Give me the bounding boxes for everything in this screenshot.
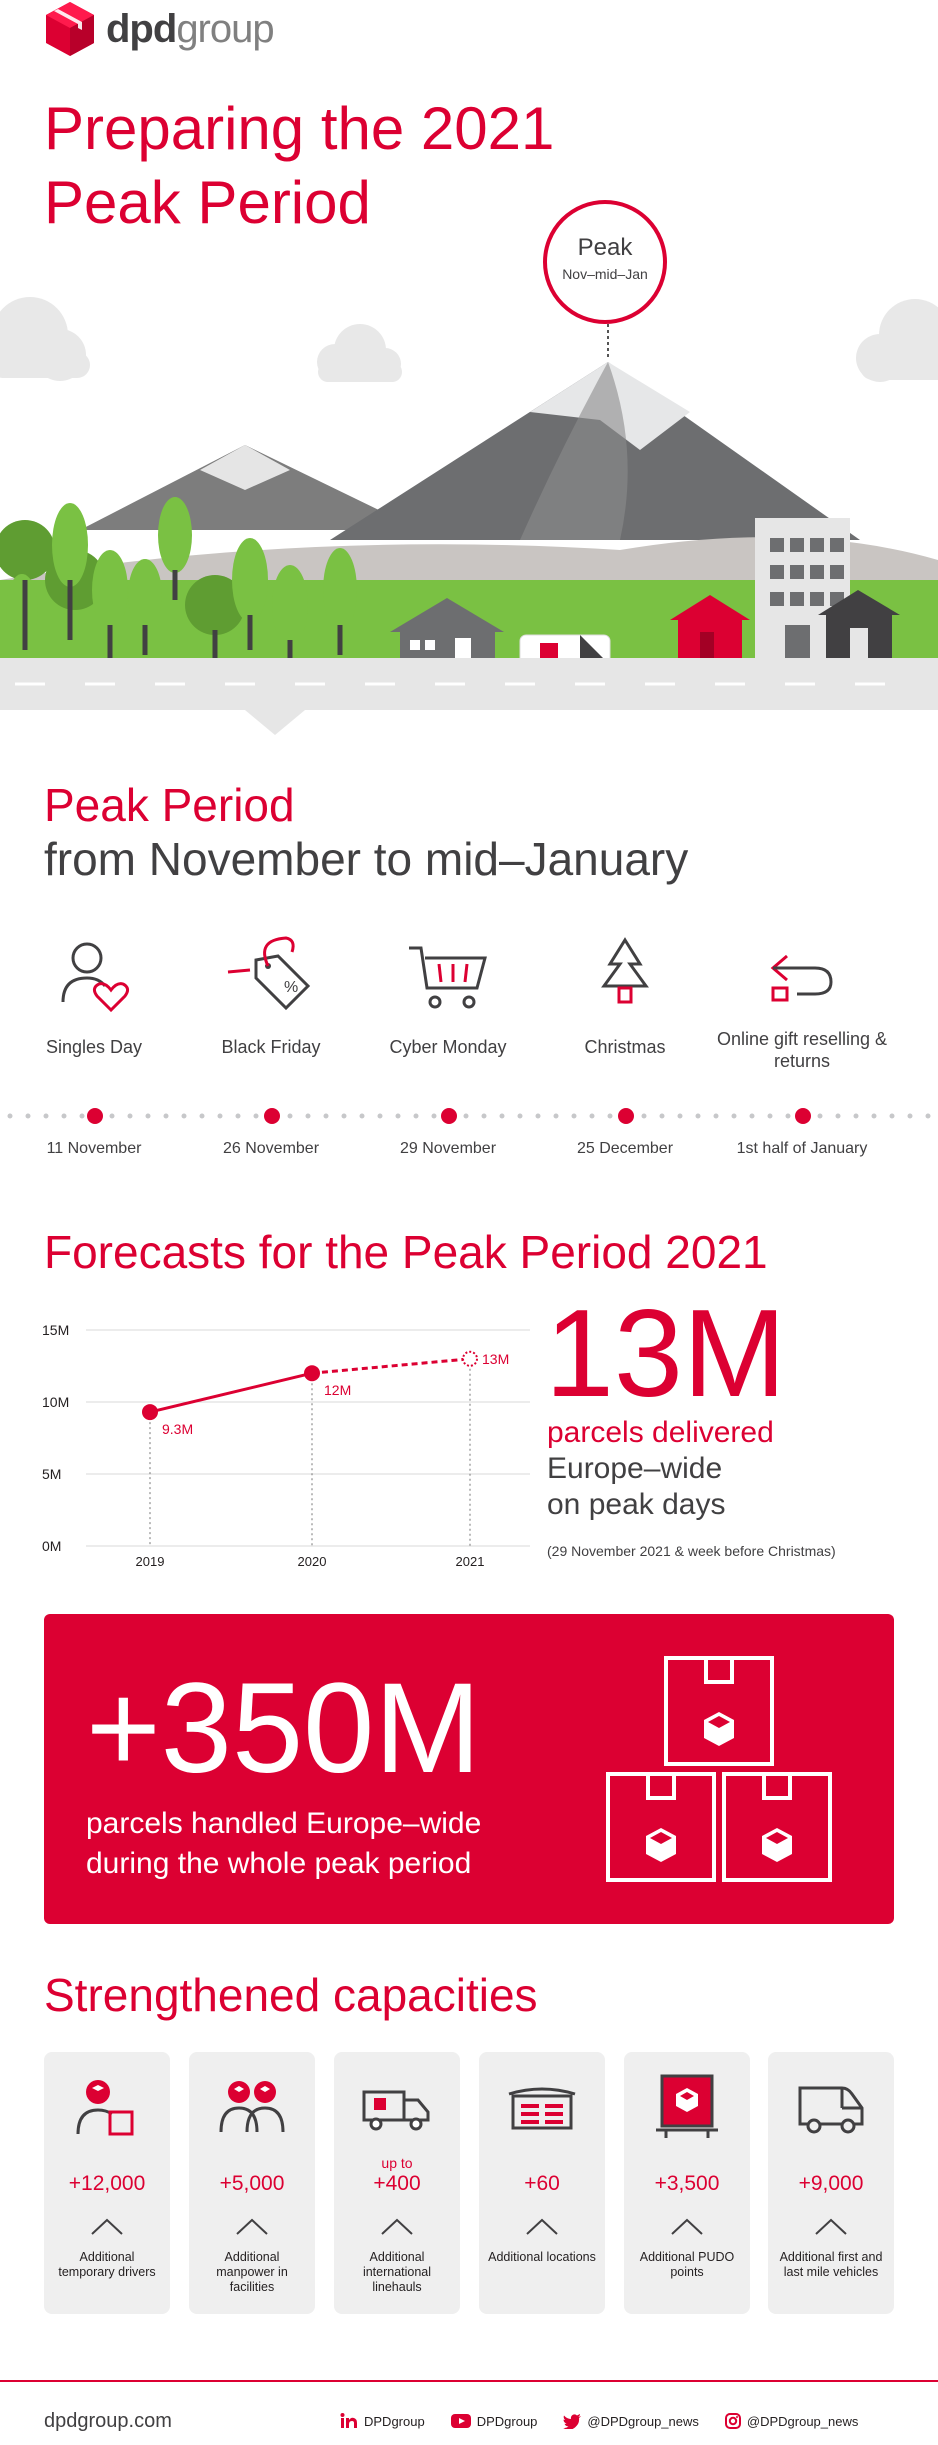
capacity-desc: Additional locations bbox=[488, 2250, 596, 2264]
return-arrow-icon bbox=[770, 954, 833, 1002]
linkedin-link[interactable]: DPDgroup bbox=[340, 2413, 425, 2429]
twitter-icon bbox=[563, 2413, 582, 2429]
capacity-value: +9,000 bbox=[798, 2172, 864, 2195]
forecast-title: Forecasts for the Peak Period 2021 bbox=[44, 1226, 768, 1278]
van-icon bbox=[798, 2086, 864, 2134]
data-label: 13M bbox=[482, 1351, 509, 1367]
capacity-desc: Additional first and last mile vehicles bbox=[779, 2250, 883, 2279]
truck-icon bbox=[362, 2090, 430, 2131]
data-label: 12M bbox=[324, 1382, 351, 1398]
data-point bbox=[462, 1350, 478, 1367]
chevron-up-icon bbox=[671, 2218, 703, 2235]
banner-text: parcels handled Europe–wide during the w… bbox=[86, 1807, 482, 1880]
social-links: DPDgroup DPDgroup @DPDgroup_news @DPDgro… bbox=[340, 2413, 858, 2429]
page-title: Preparing the 2021 Peak Period bbox=[44, 95, 555, 236]
youtube-icon bbox=[450, 2414, 471, 2428]
x-tick-label: 2021 bbox=[456, 1554, 485, 1569]
website-link[interactable]: dpdgroup.com bbox=[44, 2410, 172, 2432]
capacity-card-locations: +60 Additional locations bbox=[479, 2052, 605, 2314]
capacity-desc: Additional international linehauls bbox=[362, 2250, 432, 2294]
y-tick-label: 10M bbox=[42, 1394, 69, 1410]
forecast-note: (29 November 2021 & week before Christma… bbox=[547, 1543, 836, 1559]
data-label: 9.3M bbox=[162, 1421, 193, 1437]
cloud-icon bbox=[0, 297, 938, 382]
capacity-desc: Additional manpower in facilities bbox=[216, 2250, 288, 2294]
shopping-cart-icon bbox=[409, 946, 487, 1009]
capacity-upto: up to bbox=[381, 2155, 413, 2171]
price-tag-icon: % bbox=[227, 936, 311, 1011]
capacities-title: Strengthened capacities bbox=[44, 1969, 538, 2021]
capacity-cards: +12,000 Additional temporary drivers +5,… bbox=[44, 2052, 894, 2314]
x-tick-label: 2019 bbox=[136, 1554, 165, 1569]
peak-label: Peak bbox=[577, 234, 633, 261]
event-christmas: Christmas bbox=[537, 930, 713, 1058]
event-gift-reselling: Online gift reselling & returns bbox=[714, 930, 890, 1072]
chevron-up-icon bbox=[236, 2218, 268, 2235]
banner-value: +350M bbox=[86, 1657, 481, 1800]
capacity-value: +3,500 bbox=[654, 2172, 720, 2195]
data-point bbox=[304, 1365, 320, 1382]
date-black-friday: 26 November bbox=[222, 1140, 320, 1157]
timeline-marker bbox=[87, 1108, 811, 1124]
dpd-cube-icon bbox=[46, 2, 94, 56]
y-tick-label: 0M bbox=[42, 1538, 61, 1554]
capacity-value: +400 bbox=[373, 2172, 421, 2195]
forecast-line-chart: 0M 5M 10M 15M 2019 2020 2021 9.3M 12M 13M bbox=[42, 1322, 530, 1569]
capacity-card-vehicles: +9,000 Additional first and last mile ve… bbox=[768, 2052, 894, 2314]
footer-divider bbox=[0, 2380, 938, 2382]
event-black-friday: % Black Friday bbox=[183, 930, 359, 1058]
instagram-icon bbox=[724, 2413, 741, 2429]
driver-icon bbox=[76, 2080, 134, 2136]
event-singles-day: Singles Day bbox=[6, 930, 182, 1058]
twitter-link[interactable]: @DPDgroup_news bbox=[563, 2413, 699, 2429]
landscape-illustration bbox=[0, 297, 938, 735]
person-heart-icon bbox=[61, 942, 130, 1013]
svg-text:%: % bbox=[284, 979, 298, 996]
capacity-card-manpower: +5,000 Additional manpower in facilities bbox=[189, 2052, 315, 2314]
capacity-value: +12,000 bbox=[68, 2172, 146, 2195]
date-cyber-monday: 29 November bbox=[399, 1140, 497, 1157]
date-january: 1st half of January bbox=[736, 1140, 868, 1157]
forecast-subtitle: parcels delivered Europe–wide on peak da… bbox=[547, 1416, 774, 1521]
capacity-value: +5,000 bbox=[219, 2172, 285, 2195]
christmas-tree-icon bbox=[601, 937, 649, 1004]
youtube-link[interactable]: DPDgroup bbox=[450, 2414, 537, 2429]
pudo-locker-icon bbox=[656, 2074, 718, 2138]
instagram-link[interactable]: @DPDgroup_news bbox=[724, 2413, 858, 2429]
forecast-big-value: 13M bbox=[545, 1285, 787, 1423]
series-line-forecast bbox=[311, 1357, 471, 1375]
series-line bbox=[149, 1371, 313, 1414]
date-christmas: 25 December bbox=[576, 1140, 674, 1157]
timeline bbox=[7, 1108, 931, 1124]
stacked-parcels-icon bbox=[606, 1656, 832, 1882]
peak-range: Nov–mid–Jan bbox=[562, 266, 648, 282]
chevron-up-icon bbox=[526, 2218, 558, 2235]
y-tick-label: 15M bbox=[42, 1322, 69, 1338]
capacity-card-linehauls: up to +400 Additional international line… bbox=[334, 2052, 460, 2314]
chevron-up-icon bbox=[815, 2218, 847, 2235]
capacity-desc: Additional temporary drivers bbox=[58, 2250, 156, 2279]
warehouse-icon bbox=[508, 2087, 576, 2130]
brand-logo: dpdgroup bbox=[44, 0, 275, 58]
event-cyber-monday: Cyber Monday bbox=[360, 930, 536, 1058]
x-tick-label: 2020 bbox=[298, 1554, 327, 1569]
capacity-desc: Additional PUDO points bbox=[639, 2250, 735, 2279]
capacity-value: +60 bbox=[524, 2172, 560, 2195]
linkedin-icon bbox=[340, 2413, 357, 2428]
capacity-card-pudo: +3,500 Additional PUDO points bbox=[624, 2052, 750, 2314]
chevron-up-icon bbox=[381, 2218, 413, 2235]
peak-period-title: Peak Period from November to mid–January bbox=[44, 779, 689, 885]
y-tick-label: 5M bbox=[42, 1466, 61, 1482]
workers-icon bbox=[219, 2081, 285, 2133]
peak-bubble: Peak Nov–mid–Jan bbox=[543, 200, 667, 324]
data-point bbox=[142, 1404, 158, 1421]
capacity-card-drivers: +12,000 Additional temporary drivers bbox=[44, 2052, 170, 2314]
parcels-banner: +350M parcels handled Europe–wide during… bbox=[44, 1614, 894, 1924]
date-singles-day: 11 November bbox=[46, 1140, 142, 1157]
chevron-up-icon bbox=[91, 2218, 123, 2235]
brand-wordmark: dpdgroup bbox=[106, 6, 275, 51]
